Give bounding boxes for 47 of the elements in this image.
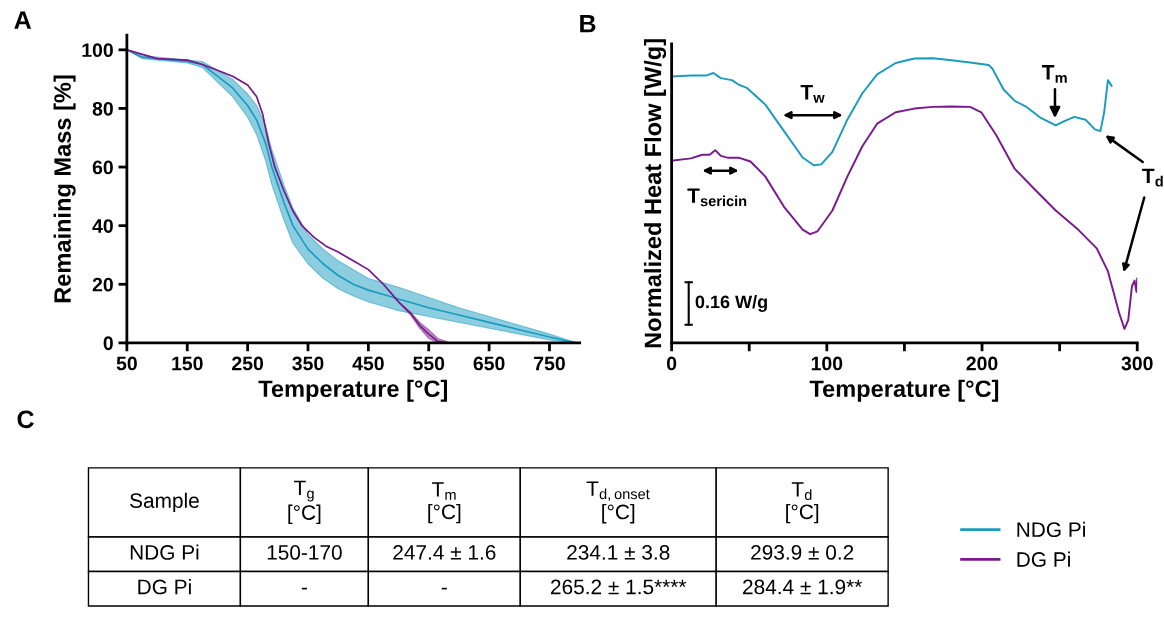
y-axis-title: Normalized Heat Flow [W/g] [643, 39, 667, 348]
legend-label: NDG Pi [1017, 521, 1085, 538]
x-tick-label: 550 [413, 356, 445, 371]
text: NDG Pi [130, 544, 199, 560]
x-tick-label: 0 [666, 356, 677, 371]
annotation: T$_{m}$ [1041, 65, 1067, 83]
text: DG Pi [138, 579, 191, 595]
x-tick-label: 50 [116, 356, 137, 371]
x-tick-label: 200 [966, 356, 998, 371]
text: 265.2 ± 1.5**** [551, 579, 687, 595]
x-tick-label: 750 [534, 356, 565, 371]
text: - [301, 587, 307, 590]
category-label: T$_{d,onset}$ [°C] [586, 481, 650, 524]
annotation: T$_{sericin}$ [687, 188, 747, 207]
x-tick-label: 150 [172, 356, 203, 371]
y-tick-label: 40 [92, 219, 113, 233]
y-tick-label: 80 [92, 101, 113, 116]
chart-title: A [14, 11, 32, 29]
y-tick-label: 60 [92, 160, 113, 175]
text: 234.1 ± 3.8 [567, 545, 670, 560]
category-label: T$_{m}$ [°C] [428, 482, 461, 524]
annotation: T$_{w}$ [800, 85, 825, 103]
annotation: T$_{d}$ [1142, 168, 1163, 187]
y-tick-label: 0 [103, 336, 113, 351]
y-tick-label: 100 [82, 43, 113, 58]
text: C [17, 410, 34, 429]
x-tick-label: 100 [811, 356, 843, 371]
x-axis-title: Temperature [°C] [258, 379, 447, 402]
chart-title: B [580, 14, 596, 33]
category-label: T$_{g}$ [°C] [288, 480, 321, 525]
x-tick-label: 450 [352, 356, 384, 371]
x-tick-label: 300 [1121, 356, 1153, 371]
y-tick-label: 20 [92, 277, 113, 292]
annotation: 0.16 W/g [695, 295, 767, 312]
text: 247.4 ± 1.6 [393, 545, 496, 560]
x-tick-label: 350 [292, 356, 324, 371]
x-axis-title: Temperature [°C] [809, 379, 999, 402]
text: - [441, 587, 447, 590]
text: 150-170 [267, 545, 342, 560]
y-axis-title: Remaining Mass [%] [53, 75, 76, 303]
legend-label: DG Pi [1017, 551, 1070, 567]
text: 293.9 ± 0.2 [751, 545, 854, 560]
category-label: T$_{d}$ [°C] [786, 482, 819, 524]
x-tick-label: 250 [232, 356, 264, 371]
x-tick-label: 650 [473, 356, 505, 371]
text: 284.4 ± 1.9** [743, 579, 863, 595]
category-label: Sample [130, 492, 199, 513]
